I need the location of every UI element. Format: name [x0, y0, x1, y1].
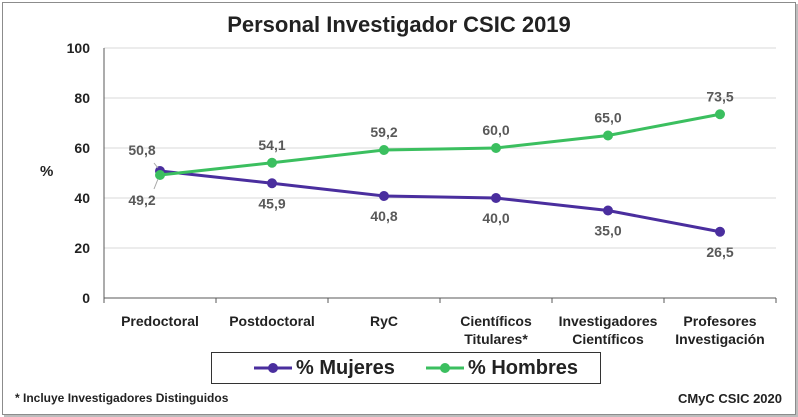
data-point	[715, 226, 725, 237]
data-label: 40,8	[370, 208, 397, 224]
data-point	[603, 130, 613, 141]
chart-title: Personal Investigador CSIC 2019	[227, 12, 571, 37]
legend: % Mujeres % Hombres	[211, 352, 601, 384]
data-label: 35,0	[594, 223, 621, 239]
y-tick-label: 80	[74, 90, 90, 106]
legend-marker-hombres	[426, 363, 464, 373]
leader-line	[153, 178, 159, 190]
data-point	[155, 170, 165, 180]
data-point	[267, 178, 277, 189]
data-label: 49,2	[128, 192, 155, 208]
y-tick-label: 40	[74, 190, 90, 206]
legend-label-hombres: % Hombres	[468, 356, 579, 379]
data-label: 59,2	[370, 124, 397, 140]
x-tick-label: Predoctoral	[121, 313, 199, 329]
x-tick-label: Titulares*	[464, 331, 528, 347]
y-tick-label: 0	[82, 290, 90, 306]
data-point	[491, 143, 501, 153]
data-label: 54,1	[258, 137, 285, 153]
data-point	[379, 145, 389, 155]
series-line	[159, 112, 721, 177]
data-point	[491, 193, 501, 203]
legend-item-hombres: % Hombres	[426, 353, 578, 383]
y-tick-label: 60	[74, 140, 90, 156]
data-point	[379, 191, 389, 201]
x-tick-label: Investigación	[675, 331, 764, 347]
data-label: 50,8	[128, 142, 155, 158]
x-tick-label: Científicos	[460, 313, 532, 329]
data-point	[715, 109, 725, 120]
legend-item-mujeres: % Mujeres	[254, 353, 395, 383]
y-axis-label: %	[40, 163, 54, 180]
data-label: 60,0	[482, 122, 509, 138]
leader-line	[153, 162, 159, 169]
data-label: 40,0	[482, 210, 509, 226]
y-tick-label: 100	[67, 40, 91, 56]
credit: CMyC CSIC 2020	[677, 391, 782, 406]
data-point	[603, 205, 613, 216]
data-label: 45,9	[258, 195, 285, 211]
x-tick-label: Postdoctoral	[229, 313, 315, 329]
data-label: 73,5	[706, 88, 733, 104]
footnote: * Incluye Investigadores Distinguidos	[15, 391, 229, 405]
y-tick-label: 20	[74, 240, 90, 256]
data-label: 26,5	[706, 244, 733, 260]
x-tick-label: RyC	[370, 313, 398, 329]
legend-label-mujeres: % Mujeres	[296, 356, 395, 379]
x-tick-label: Profesores	[683, 313, 756, 329]
x-tick-label: Científicos	[572, 331, 644, 347]
data-label: 65,0	[594, 110, 621, 126]
series-line	[159, 169, 721, 234]
data-point	[267, 157, 277, 168]
x-tick-label: Investigadores	[559, 313, 658, 329]
legend-marker-mujeres	[254, 363, 292, 373]
